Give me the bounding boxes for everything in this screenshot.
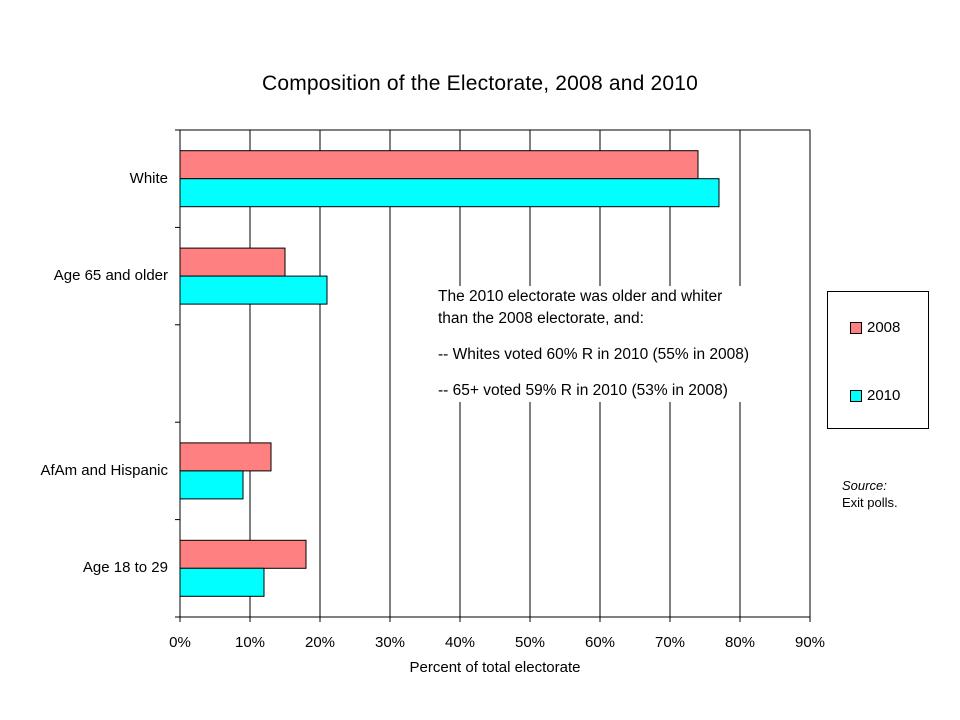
legend-item-2010: 2010 <box>850 387 900 404</box>
annotation-line-1: The 2010 electorate was older and whiter <box>438 288 723 305</box>
annotation-line-6: -- 65+ voted 59% R in 2010 (53% in 2008) <box>438 382 728 399</box>
source-label: Source: <box>842 478 887 493</box>
x-tick-label: 30% <box>374 634 406 651</box>
chart-title: Composition of the Electorate, 2008 and … <box>261 72 699 95</box>
bar-2010-white <box>179 178 720 208</box>
x-tick-label: 10% <box>234 634 266 651</box>
bar-2008-white <box>179 150 699 180</box>
annotation-box: The 2010 electorate was older and whiter… <box>436 286 808 402</box>
annotation-line-4: -- Whites voted 60% R in 2010 (55% in 20… <box>438 346 750 363</box>
legend: 2008 2010 <box>827 291 929 429</box>
category-label: Age 18 to 29 <box>82 559 168 577</box>
category-label: AfAm and Hispanic <box>40 461 168 479</box>
legend-swatch-2010 <box>850 389 862 402</box>
annotation-gap <box>438 330 808 344</box>
x-tick-label: 70% <box>654 634 686 651</box>
legend-label-2008: 2008 <box>867 319 901 336</box>
annotation-line-2: than the 2008 electorate, and: <box>438 310 644 327</box>
bar-2008-age-18-to-29 <box>179 539 307 569</box>
bar-2008-afam-and-hispanic <box>179 442 272 472</box>
legend-swatch-2008 <box>850 321 862 334</box>
x-tick-label: 80% <box>724 634 756 651</box>
legend-item-2008: 2008 <box>850 319 900 336</box>
source-note: Source: Exit polls. <box>842 477 898 511</box>
x-tick-label: 40% <box>444 634 476 651</box>
x-tick-label: 20% <box>304 634 336 651</box>
x-tick-label: 50% <box>514 634 546 651</box>
bar-2008-age-65-and-older <box>179 247 286 277</box>
bar-2010-afam-and-hispanic <box>179 470 244 500</box>
x-axis-label: Percent of total electorate <box>409 659 581 676</box>
x-tick-label: 60% <box>584 634 616 651</box>
category-label: White <box>129 169 168 187</box>
x-tick-label: 90% <box>794 634 826 651</box>
bar-2010-age-18-to-29 <box>179 567 265 597</box>
x-tick-label: 0% <box>169 634 191 651</box>
category-label: Age 65 and older <box>53 267 168 285</box>
source-text: Exit polls. <box>842 495 898 510</box>
legend-label-2010: 2010 <box>867 387 901 404</box>
annotation-gap <box>438 366 808 380</box>
bar-2010-age-65-and-older <box>179 275 328 305</box>
